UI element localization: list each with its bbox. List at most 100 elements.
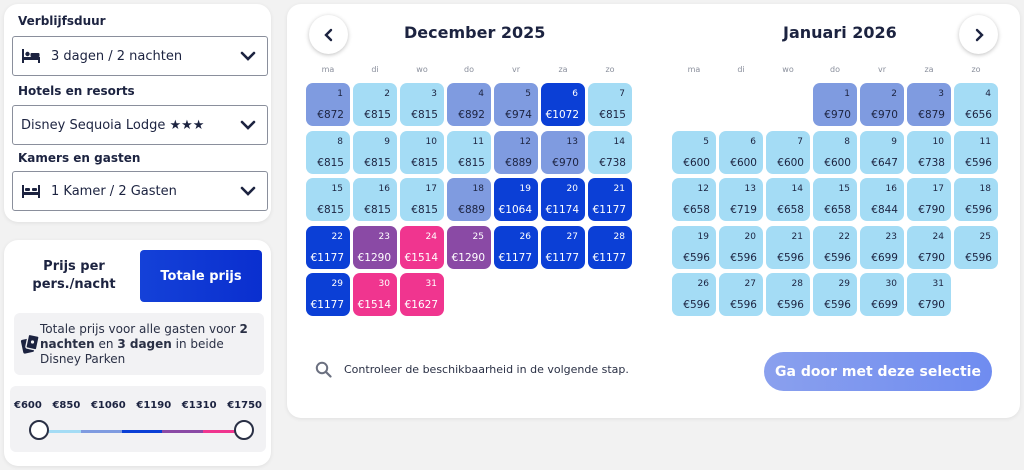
day-price: €600 bbox=[730, 156, 757, 169]
calendar-day[interactable]: 17 €815 bbox=[400, 178, 444, 221]
calendar-day[interactable]: 19 €1064 bbox=[494, 178, 538, 221]
month-title-january: Januari 2026 bbox=[783, 23, 897, 42]
calendar-day[interactable]: 4 €656 bbox=[954, 83, 998, 126]
calendar-day[interactable]: 12 €889 bbox=[494, 130, 538, 174]
calendar-day[interactable]: 20 €1174 bbox=[541, 178, 585, 221]
day-price: €596 bbox=[730, 299, 757, 311]
day-number: 24 bbox=[425, 231, 437, 242]
day-price: €815 bbox=[411, 156, 438, 169]
calendar-day[interactable]: 21 €596 bbox=[766, 225, 810, 269]
calendar-day[interactable]: 13 €970 bbox=[541, 130, 585, 174]
day-price: €872 bbox=[317, 109, 344, 121]
calendar-day[interactable]: 7 €815 bbox=[588, 83, 632, 126]
calendar-day[interactable]: 8 €815 bbox=[306, 130, 350, 174]
slider-max-handle[interactable] bbox=[234, 420, 254, 440]
calendar-day[interactable]: 30 €1514 bbox=[353, 273, 397, 316]
calendar-day[interactable]: 28 €1177 bbox=[588, 225, 632, 269]
calendar-day[interactable]: 1 €970 bbox=[813, 83, 857, 126]
calendar-day[interactable]: 31 €1627 bbox=[400, 273, 444, 316]
calendar-day[interactable]: 22 €596 bbox=[813, 225, 857, 269]
total-price-toggle[interactable]: Totale prijs bbox=[140, 250, 262, 302]
calendar-day[interactable]: 9 €647 bbox=[860, 130, 904, 174]
calendar-day[interactable]: 23 €1290 bbox=[353, 225, 397, 269]
calendar-day[interactable]: 20 €596 bbox=[719, 225, 763, 269]
calendar-day[interactable]: 17 €790 bbox=[907, 178, 951, 221]
day-price: €1177 bbox=[592, 204, 626, 216]
prev-month-button[interactable] bbox=[309, 15, 348, 54]
price-tier-segment bbox=[121, 430, 163, 433]
calendar-day[interactable]: 3 €879 bbox=[907, 83, 951, 126]
calendar-day[interactable]: 22 €1177 bbox=[306, 225, 350, 269]
calendar-day[interactable]: 13 €719 bbox=[719, 178, 763, 221]
calendar-day[interactable]: 30 €699 bbox=[860, 273, 904, 316]
calendar-day[interactable]: 5 €974 bbox=[494, 83, 538, 126]
day-number: 20 bbox=[566, 184, 578, 194]
calendar-day[interactable]: 2 €815 bbox=[353, 83, 397, 126]
day-price: €815 bbox=[411, 204, 438, 216]
continue-selection-button[interactable]: Ga door met deze selectie bbox=[764, 352, 992, 391]
weekday-label: vr bbox=[511, 65, 521, 74]
price-tier-segment bbox=[80, 430, 122, 433]
calendar-day[interactable]: 10 €738 bbox=[907, 130, 951, 174]
calendar-day[interactable]: 1 €872 bbox=[306, 83, 350, 126]
calendar-day[interactable]: 15 €815 bbox=[306, 178, 350, 221]
calendar-day[interactable]: 25 €1290 bbox=[447, 225, 491, 269]
calendar-day[interactable]: 15 €658 bbox=[813, 178, 857, 221]
calendar-day[interactable]: 28 €596 bbox=[766, 273, 810, 316]
calendar-day[interactable]: 3 €815 bbox=[400, 83, 444, 126]
calendar-day[interactable]: 29 €596 bbox=[813, 273, 857, 316]
calendar-day[interactable]: 5 €600 bbox=[672, 130, 716, 174]
next-month-button[interactable] bbox=[959, 15, 998, 54]
calendar-day[interactable]: 14 €738 bbox=[588, 130, 632, 174]
slider-min-handle[interactable] bbox=[29, 420, 49, 440]
calendar-day[interactable]: 7 €600 bbox=[766, 130, 810, 174]
calendar-day[interactable]: 11 €815 bbox=[447, 130, 491, 174]
calendar-day[interactable]: 24 €1514 bbox=[400, 225, 444, 269]
chevron-right-icon bbox=[975, 28, 984, 41]
price-range-track[interactable] bbox=[40, 430, 244, 433]
day-price: €1514 bbox=[357, 299, 391, 311]
rooms-guests-select[interactable]: 1 Kamer / 2 Gasten bbox=[12, 171, 268, 211]
day-price: €844 bbox=[871, 204, 898, 216]
calendar-day[interactable]: 16 €815 bbox=[353, 178, 397, 221]
pricing-panel: Prijs per pers./nacht Totale prijs Total… bbox=[4, 240, 271, 466]
day-price: €970 bbox=[552, 156, 579, 169]
calendar-day[interactable]: 11 €596 bbox=[954, 130, 998, 174]
day-number: 31 bbox=[425, 279, 437, 289]
calendar-day[interactable]: 26 €1177 bbox=[494, 225, 538, 269]
calendar-day[interactable]: 26 €596 bbox=[672, 273, 716, 316]
calendar-day[interactable]: 31 €790 bbox=[907, 273, 951, 316]
day-price: €1177 bbox=[545, 251, 579, 264]
calendar-day[interactable]: 16 €844 bbox=[860, 178, 904, 221]
calendar-day[interactable]: 29 €1177 bbox=[306, 273, 350, 316]
calendar-day[interactable]: 2 €970 bbox=[860, 83, 904, 126]
calendar-day[interactable]: 27 €1177 bbox=[541, 225, 585, 269]
calendar-day[interactable]: 9 €815 bbox=[353, 130, 397, 174]
calendar-day[interactable]: 24 €790 bbox=[907, 225, 951, 269]
price-per-person-toggle[interactable]: Prijs per pers./nacht bbox=[32, 259, 116, 292]
calendar-day[interactable]: 18 €596 bbox=[954, 178, 998, 221]
calendar-day[interactable]: 10 €815 bbox=[400, 130, 444, 174]
calendar-day[interactable]: 4 €892 bbox=[447, 83, 491, 126]
day-price: €970 bbox=[871, 109, 898, 121]
calendar-day[interactable]: 21 €1177 bbox=[588, 178, 632, 221]
day-number: 21 bbox=[791, 231, 803, 242]
calendar-day[interactable]: 19 €596 bbox=[672, 225, 716, 269]
calendar-day[interactable]: 18 €889 bbox=[447, 178, 491, 221]
calendar-day[interactable]: 8 €600 bbox=[813, 130, 857, 174]
calendar-day[interactable]: 23 €699 bbox=[860, 225, 904, 269]
calendar-day[interactable]: 6 €1072 bbox=[541, 83, 585, 126]
day-price: €879 bbox=[918, 109, 945, 121]
day-number: 3 bbox=[431, 89, 437, 99]
price-step-label: €1310 bbox=[181, 400, 217, 411]
stay-duration-select[interactable]: 3 dagen / 2 nachten bbox=[12, 36, 268, 76]
calendar-day[interactable]: 6 €600 bbox=[719, 130, 763, 174]
calendar-day[interactable]: 25 €596 bbox=[954, 225, 998, 269]
hotel-select[interactable]: Disney Sequoia Lodge ★★★ bbox=[12, 105, 268, 145]
calendar-day[interactable]: 27 €596 bbox=[719, 273, 763, 316]
day-number: 8 bbox=[337, 136, 343, 147]
day-number: 14 bbox=[791, 184, 803, 194]
day-price: €596 bbox=[965, 251, 992, 264]
calendar-day[interactable]: 12 €658 bbox=[672, 178, 716, 221]
calendar-day[interactable]: 14 €658 bbox=[766, 178, 810, 221]
